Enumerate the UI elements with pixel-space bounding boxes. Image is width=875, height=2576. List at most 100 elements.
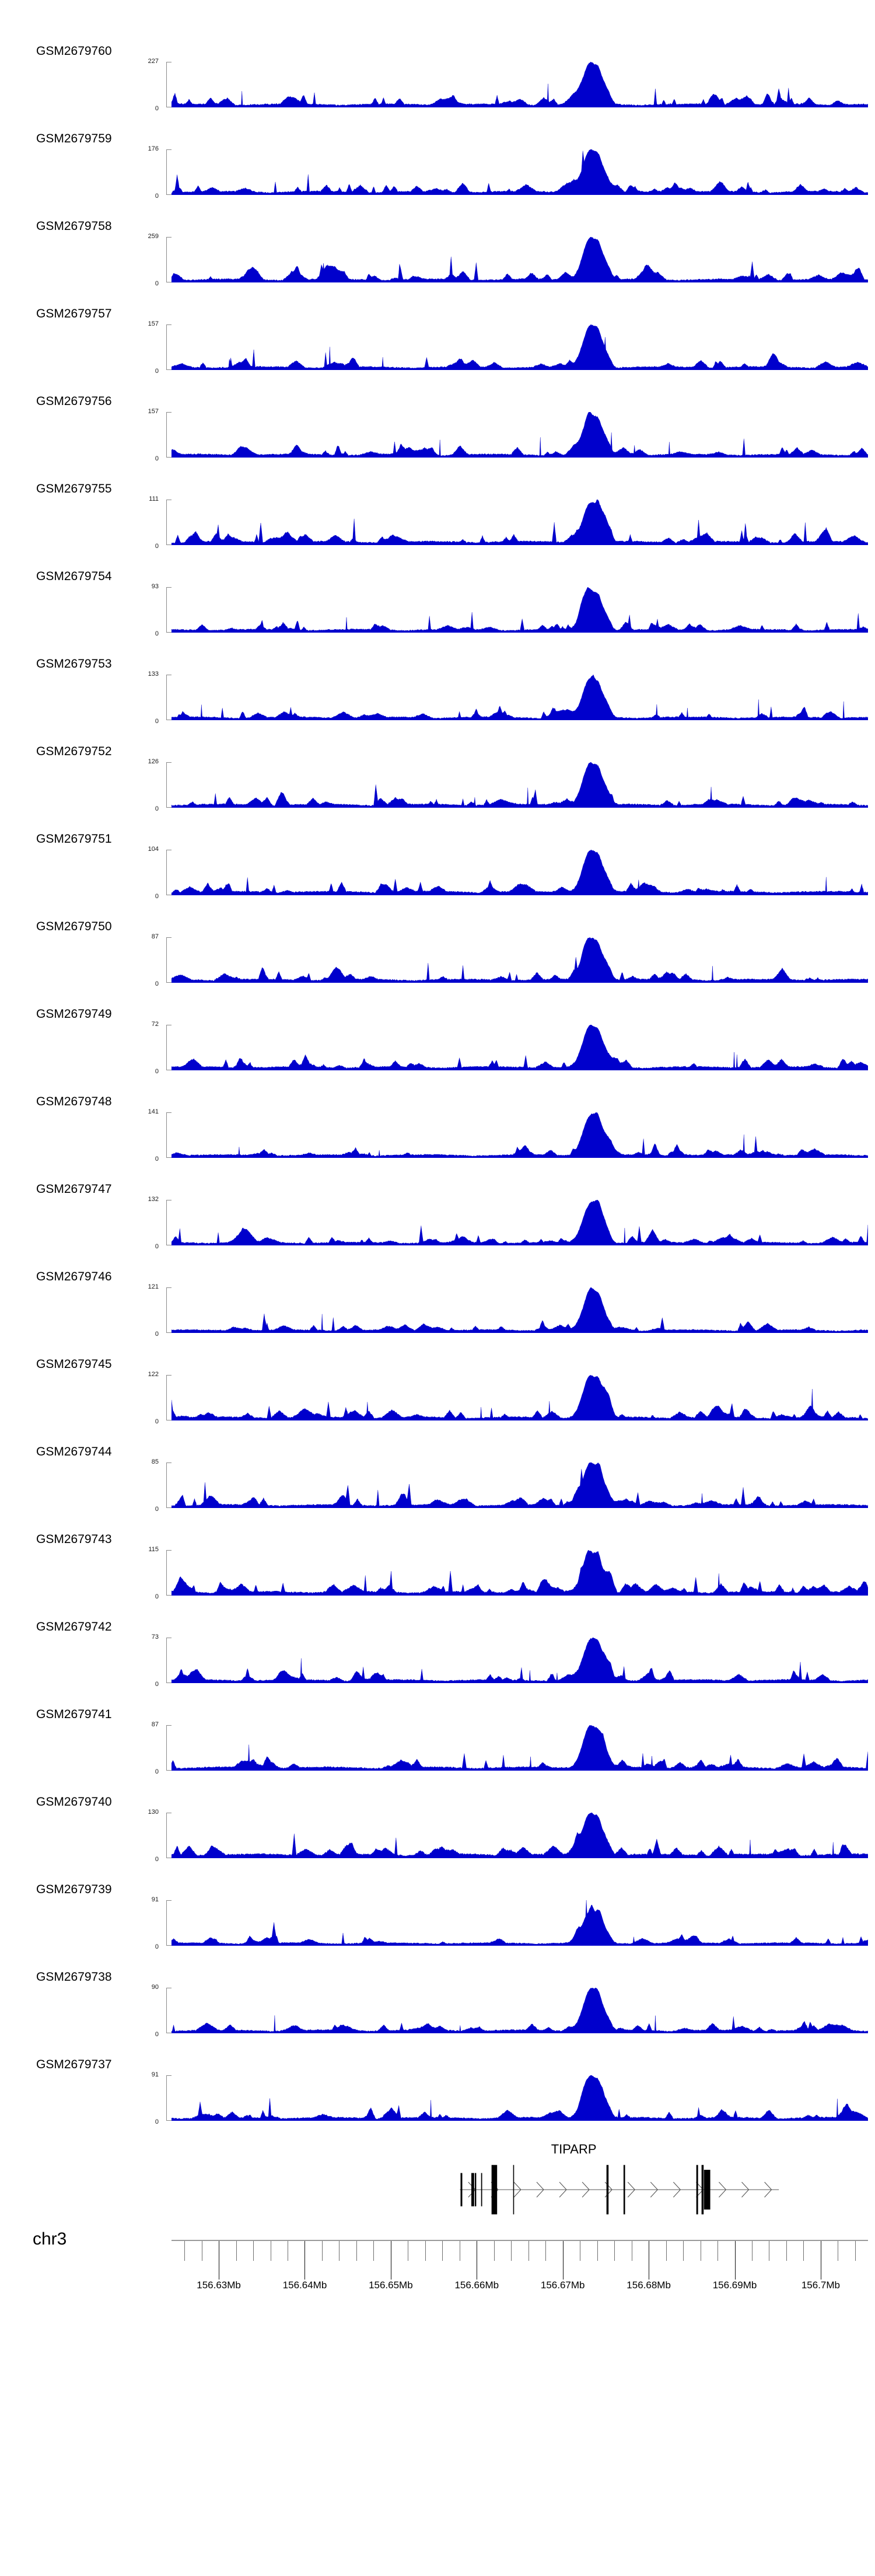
coverage-track[interactable]: GSM2679737 91 0: [0, 2033, 875, 2125]
y-axis-tick-max: [166, 587, 172, 588]
y-axis-line: [166, 587, 167, 633]
coverage-signal[interactable]: [172, 587, 868, 633]
gene-annotation-track[interactable]: TIPARP: [0, 2121, 875, 2226]
coverage-track[interactable]: GSM2679755 111 0: [0, 458, 875, 550]
y-axis-line: [166, 62, 167, 107]
y-axis: 73 0: [134, 1633, 172, 1688]
y-axis: 122 0: [134, 1371, 172, 1425]
coverage-signal[interactable]: [172, 500, 868, 545]
y-axis: 176 0: [134, 145, 172, 200]
coverage-track[interactable]: GSM2679750 87 0: [0, 895, 875, 987]
y-axis-min-label: 0: [155, 1768, 159, 1775]
coverage-track[interactable]: GSM2679746 121 0: [0, 1245, 875, 1338]
coverage-track[interactable]: GSM2679742 73 0: [0, 1596, 875, 1688]
ruler-tick-label: 156.68Mb: [626, 2280, 671, 2291]
ruler-tick-minor: [511, 2241, 512, 2261]
coverage-signal[interactable]: [172, 1025, 868, 1070]
y-axis: 115 0: [134, 1546, 172, 1600]
coverage-signal[interactable]: [172, 937, 868, 983]
coverage-signal[interactable]: [172, 149, 868, 195]
coverage-track[interactable]: GSM2679754 93 0: [0, 545, 875, 637]
coverage-signal[interactable]: [172, 324, 868, 370]
coverage-signal[interactable]: [172, 412, 868, 458]
y-axis: 132 0: [134, 1196, 172, 1250]
coverage-signal[interactable]: [172, 1112, 868, 1158]
y-axis-line: [166, 762, 167, 808]
chromosome-axis: chr3 156.63Mb 156.64Mb 156.65Mb 156.66Mb 156.…: [0, 2226, 875, 2348]
coverage-track[interactable]: GSM2679760 227 0: [0, 20, 875, 112]
y-axis-max-label: 111: [149, 495, 159, 502]
y-axis-line: [166, 412, 167, 458]
ruler-tick-minor: [545, 2241, 547, 2261]
chromosome-label: chr3: [33, 2229, 67, 2249]
coverage-signal[interactable]: [172, 1287, 868, 1333]
coverage-track[interactable]: GSM2679740 130 0: [0, 1771, 875, 1863]
coverage-track[interactable]: GSM2679738 90 0: [0, 1946, 875, 2038]
y-axis-min-label: 0: [155, 1681, 159, 1688]
coverage-track[interactable]: GSM2679749 72 0: [0, 983, 875, 1075]
coverage-signal[interactable]: [172, 1375, 868, 1420]
y-axis-min-label: 0: [155, 105, 159, 112]
coverage-signal[interactable]: [172, 1988, 868, 2033]
y-axis-min-label: 0: [155, 718, 159, 725]
track-label: GSM2679742: [36, 1620, 112, 1633]
y-axis-tick-min: [166, 632, 172, 633]
coverage-signal[interactable]: [172, 1813, 868, 1858]
ruler-tick-minor: [683, 2241, 684, 2261]
coverage-track[interactable]: GSM2679757 157 0: [0, 282, 875, 375]
ruler-tick-minor: [253, 2241, 254, 2261]
y-axis-tick-min: [166, 1945, 172, 1946]
ruler-tick-minor: [339, 2241, 340, 2261]
track-label: GSM2679753: [36, 657, 112, 671]
y-axis-min-label: 0: [155, 1856, 159, 1863]
y-axis-max-label: 91: [151, 1896, 159, 1903]
y-axis-max-label: 91: [151, 2071, 159, 2078]
coverage-signal[interactable]: [172, 1550, 868, 1596]
y-axis-min-label: 0: [155, 368, 159, 375]
y-axis-tick-max: [166, 2075, 172, 2076]
coverage-track[interactable]: GSM2679748 141 0: [0, 1070, 875, 1163]
y-axis-max-label: 126: [148, 758, 159, 765]
track-label: GSM2679737: [36, 2058, 112, 2071]
track-label: GSM2679747: [36, 1182, 112, 1196]
coverage-signal[interactable]: [172, 62, 868, 107]
y-axis: 157 0: [134, 320, 172, 375]
coverage-signal[interactable]: [172, 850, 868, 895]
gene-model[interactable]: [172, 2121, 868, 2226]
coverage-track[interactable]: GSM2679759 176 0: [0, 107, 875, 200]
coverage-track[interactable]: GSM2679753 133 0: [0, 633, 875, 725]
coverage-signal[interactable]: [172, 1638, 868, 1683]
coverage-signal[interactable]: [172, 762, 868, 808]
coverage-track[interactable]: GSM2679758 259 0: [0, 195, 875, 287]
y-axis-max-label: 87: [151, 1721, 159, 1728]
coverage-track[interactable]: GSM2679744 85 0: [0, 1420, 875, 1513]
y-axis-max-label: 73: [151, 1633, 159, 1640]
y-axis: 91 0: [134, 1896, 172, 1950]
ruler-tick-label: 156.65Mb: [369, 2280, 413, 2291]
y-axis-tick-max: [166, 1462, 172, 1463]
coverage-signal[interactable]: [172, 1900, 868, 1946]
y-axis-tick-max: [166, 1375, 172, 1376]
coverage-signal[interactable]: [172, 1462, 868, 1508]
coverage-signal[interactable]: [172, 1725, 868, 1771]
coverage-track[interactable]: GSM2679745 122 0: [0, 1333, 875, 1425]
coverage-track[interactable]: GSM2679743 115 0: [0, 1508, 875, 1600]
coverage-signal[interactable]: [172, 675, 868, 720]
coverage-track[interactable]: GSM2679741 87 0: [0, 1683, 875, 1775]
y-axis-min-label: 0: [155, 1068, 159, 1075]
y-axis-line: [166, 1550, 167, 1596]
coverage-signal[interactable]: [172, 237, 868, 282]
y-axis-min-label: 0: [155, 1331, 159, 1338]
y-axis-tick-max: [166, 1112, 172, 1113]
ruler-tick-minor: [855, 2241, 856, 2261]
coverage-signal[interactable]: [172, 1200, 868, 1245]
track-label: GSM2679757: [36, 307, 112, 320]
ruler-tick-minor: [803, 2241, 804, 2261]
coverage-track[interactable]: GSM2679751 104 0: [0, 808, 875, 900]
y-axis-min-label: 0: [155, 1943, 159, 1950]
coverage-track[interactable]: GSM2679752 126 0: [0, 720, 875, 812]
coverage-track[interactable]: GSM2679739 91 0: [0, 1858, 875, 1950]
coverage-track[interactable]: GSM2679747 132 0: [0, 1158, 875, 1250]
coverage-signal[interactable]: [172, 2075, 868, 2121]
coverage-track[interactable]: GSM2679756 157 0: [0, 370, 875, 462]
